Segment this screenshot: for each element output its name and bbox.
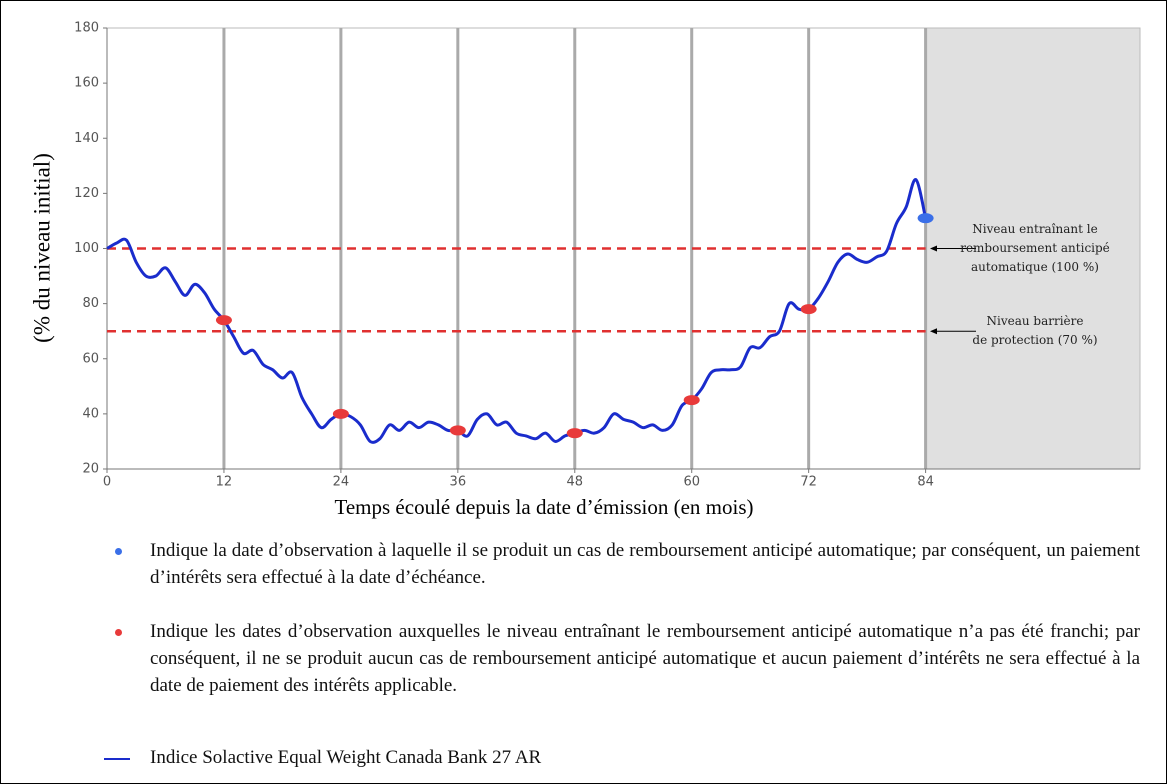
y-tick-label: 140 <box>74 131 99 146</box>
observation-marker <box>566 428 583 439</box>
annotation-text: Niveau entraînant le <box>972 222 1097 236</box>
y-tick-label: 180 <box>74 21 99 36</box>
index-line <box>106 178 928 444</box>
y-tick-label: 80 <box>82 296 99 311</box>
observation-marker <box>449 425 466 436</box>
y-axis-title: (% du niveau initial) <box>29 153 54 343</box>
x-tick-label: 72 <box>800 475 817 490</box>
x-tick-label: 24 <box>333 475 350 490</box>
x-tick-label: 48 <box>567 475 584 490</box>
legend-symbol <box>115 629 122 636</box>
legend-symbol <box>104 758 130 760</box>
arrow-head <box>930 245 937 252</box>
legend-text: Indique les dates d’observation auxquell… <box>150 621 1140 696</box>
y-tick-label: 60 <box>82 351 99 366</box>
annotation-text: automatique (100 %) <box>971 260 1099 274</box>
legend-symbol <box>115 548 122 555</box>
observation-marker <box>917 213 934 224</box>
annotation-text: de protection (70 %) <box>972 333 1097 347</box>
annotation-text: Niveau barrière <box>986 314 1083 328</box>
observation-marker <box>332 408 349 419</box>
legend-text: Indice Solactive Equal Weight Canada Ban… <box>150 747 542 768</box>
x-axis-title: Temps écoulé depuis la date d’émission (… <box>334 495 753 519</box>
y-tick-label: 120 <box>74 186 99 201</box>
observation-marker <box>683 395 700 406</box>
x-tick-label: 84 <box>917 475 934 490</box>
x-tick-label: 12 <box>216 475 233 490</box>
observation-marker <box>215 315 232 326</box>
y-tick-label: 20 <box>82 462 99 477</box>
observation-marker <box>800 304 817 315</box>
arrow-head <box>930 328 937 335</box>
annotation-text: remboursement anticipé <box>960 241 1110 255</box>
y-tick-label: 40 <box>82 406 99 421</box>
y-tick-label: 160 <box>74 76 99 91</box>
x-tick-label: 0 <box>103 475 111 490</box>
legend-text: Indique la date d’observation à laquelle… <box>150 540 1140 588</box>
y-tick-label: 100 <box>74 241 99 256</box>
x-tick-label: 60 <box>683 475 700 490</box>
x-tick-label: 36 <box>450 475 467 490</box>
